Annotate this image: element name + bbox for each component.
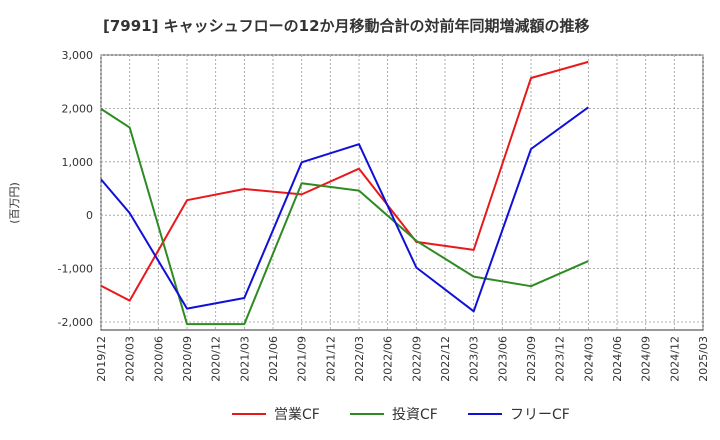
x-tick-label: 2025/03: [697, 336, 710, 382]
x-tick-label: 2023/03: [468, 336, 481, 382]
y-tick-label: 3,000: [62, 49, 94, 62]
x-tick-label: 2021/06: [267, 336, 280, 382]
series-line-2: [100, 108, 589, 326]
y-tick-label: -2,000: [58, 316, 93, 329]
x-tick-label: 2023/12: [554, 336, 567, 382]
x-tick-label: 2024/03: [582, 336, 595, 382]
x-tick-label: 2020/06: [152, 336, 165, 382]
x-tick-label: 2020/03: [124, 336, 137, 382]
legend: 営業CF 投資CF フリーCF: [232, 407, 570, 423]
x-tick-label: 2022/03: [353, 336, 366, 382]
y-axis-label: (百万円): [8, 182, 21, 224]
x-tick-label: 2022/12: [439, 336, 452, 382]
y-tick-label: 0: [86, 209, 93, 222]
x-tick-label: 2020/12: [210, 336, 223, 382]
y-tick-label: -1,000: [58, 263, 93, 276]
legend-label-1: 営業CF: [274, 407, 320, 423]
x-tick-label: 2021/03: [238, 336, 251, 382]
series-line-3: [100, 106, 589, 313]
x-tick-label: 2023/09: [525, 336, 538, 382]
x-tick-label: 2022/06: [382, 336, 395, 382]
y-tick-label: 1,000: [62, 156, 94, 169]
series-lines: [100, 60, 589, 326]
y-axis: 3,000 2,000 1,000 0 -1,000 -2,000: [58, 49, 93, 329]
plot-border: [100, 54, 704, 331]
x-tick-label: 2023/06: [496, 336, 509, 382]
chart-title: [7991] キャッシュフローの12か月移動合計の対前年同期増減額の推移: [103, 17, 590, 35]
x-axis: 2019/12 2020/03 2020/06 2020/09 2020/12 2021/…: [95, 336, 710, 382]
x-tick-label: 2022/09: [410, 336, 423, 382]
x-tick-label: 2019/12: [95, 336, 108, 382]
x-tick-label: 2021/12: [324, 336, 337, 382]
legend-label-2: 投資CF: [392, 407, 438, 423]
legend-label-3: フリーCF: [510, 407, 570, 423]
x-tick-label: 2020/09: [181, 336, 194, 382]
plot-area: [100, 54, 704, 331]
x-tick-label: 2024/12: [668, 336, 681, 382]
x-tick-label: 2024/06: [611, 336, 624, 382]
x-tick-label: 2024/09: [640, 336, 653, 382]
y-tick-label: 2,000: [62, 102, 94, 115]
x-tick-label: 2021/09: [296, 336, 309, 382]
series-line-1: [100, 60, 589, 302]
